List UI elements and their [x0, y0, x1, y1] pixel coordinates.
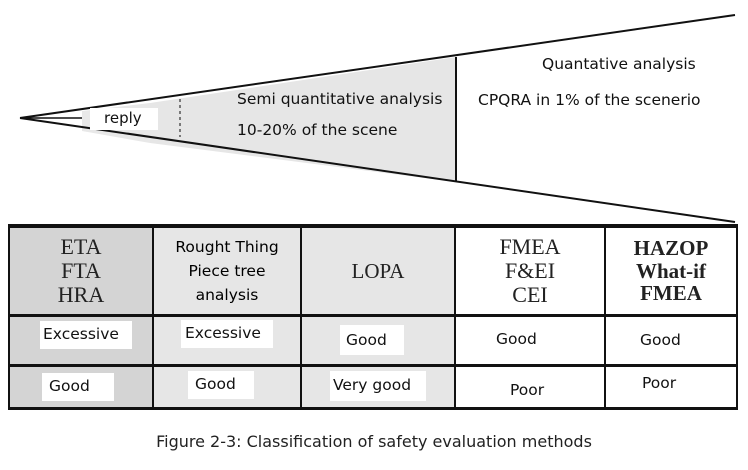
table-top-border: [8, 224, 738, 228]
row1-hazop-value: Good: [640, 331, 681, 349]
table-col-divider-2: [300, 224, 302, 410]
table-right-border: [736, 224, 738, 410]
header-lopa: LOPA: [302, 228, 454, 314]
header-rought-thing: Rought Thing Piece tree analysis: [154, 228, 300, 314]
row2-hazop-value: Poor: [642, 374, 677, 392]
header-fmea-fei-cei: FMEA F&EI CEI: [456, 228, 604, 314]
methods-table: ETA FTA HRA Rought Thing Piece tree anal…: [8, 224, 738, 410]
row2-rought-box: [188, 371, 254, 399]
semi-quantitative-sub: 10-20% of the scene: [237, 121, 398, 139]
header-fmea2: FMEA: [640, 281, 702, 306]
table-row-divider-1: [8, 314, 738, 317]
table-left-border: [8, 224, 10, 410]
header-hazop-whatif-fmea: HAZOP What-if FMEA: [606, 228, 736, 314]
semi-quantitative-label: Semi quantitative analysis: [237, 90, 443, 108]
wedge-bottom-edge: [19, 117, 736, 223]
row1-rought-box: [181, 320, 273, 348]
quantitative-label: Quantative analysis: [542, 55, 696, 73]
header-eta-fta-hra: ETA FTA HRA: [10, 228, 152, 314]
row2-eta-value: Good: [49, 377, 90, 395]
row1-eta-value: Excessive: [43, 325, 119, 343]
table-row-divider-2: [8, 364, 738, 367]
row2-rought-value: Good: [195, 375, 236, 393]
row1-rought-value: Excessive: [185, 324, 261, 342]
row1-lopa-value: Good: [346, 331, 387, 349]
header-hra: HRA: [57, 281, 105, 307]
table-col-divider-4: [604, 224, 606, 410]
wedge-top-edge: [19, 14, 736, 119]
header-lopa-text: LOPA: [351, 258, 405, 283]
header-cei: CEI: [512, 281, 548, 307]
header-rought-line2: Piece tree: [188, 261, 266, 280]
row1-fmea-value: Good: [496, 330, 537, 348]
figure-caption: Figure 2-3: Classification of safety eva…: [156, 432, 592, 451]
header-eta: ETA: [60, 234, 102, 260]
reply-label-box: [90, 108, 158, 130]
col-bg-fmea: [455, 224, 605, 410]
header-fei: F&EI: [504, 258, 556, 284]
semi-quantitative-region: [150, 57, 456, 182]
table-bottom-border: [8, 407, 738, 410]
quantitative-sub: CPQRA in 1% of the scenerio: [478, 91, 701, 109]
header-whatif: What-if: [636, 258, 706, 283]
row2-fmea-value: Poor: [510, 381, 545, 399]
row1-lopa-box: [340, 325, 404, 355]
table-col-divider-3: [454, 224, 456, 410]
header-rought-line1: Rought Thing: [175, 237, 279, 256]
header-fmea: FMEA: [499, 234, 561, 260]
header-rought-line3: analysis: [195, 286, 259, 304]
col-bg-hazop: [605, 224, 738, 410]
row2-lopa-value: Very good: [333, 376, 412, 394]
header-hazop: HAZOP: [633, 235, 709, 260]
row1-eta-box: [40, 321, 132, 349]
reply-label: reply: [104, 109, 142, 127]
table-col-divider-1: [152, 224, 154, 410]
row2-lopa-box: [330, 371, 426, 401]
header-fta: FTA: [61, 258, 101, 284]
row2-eta-box: [42, 373, 114, 401]
